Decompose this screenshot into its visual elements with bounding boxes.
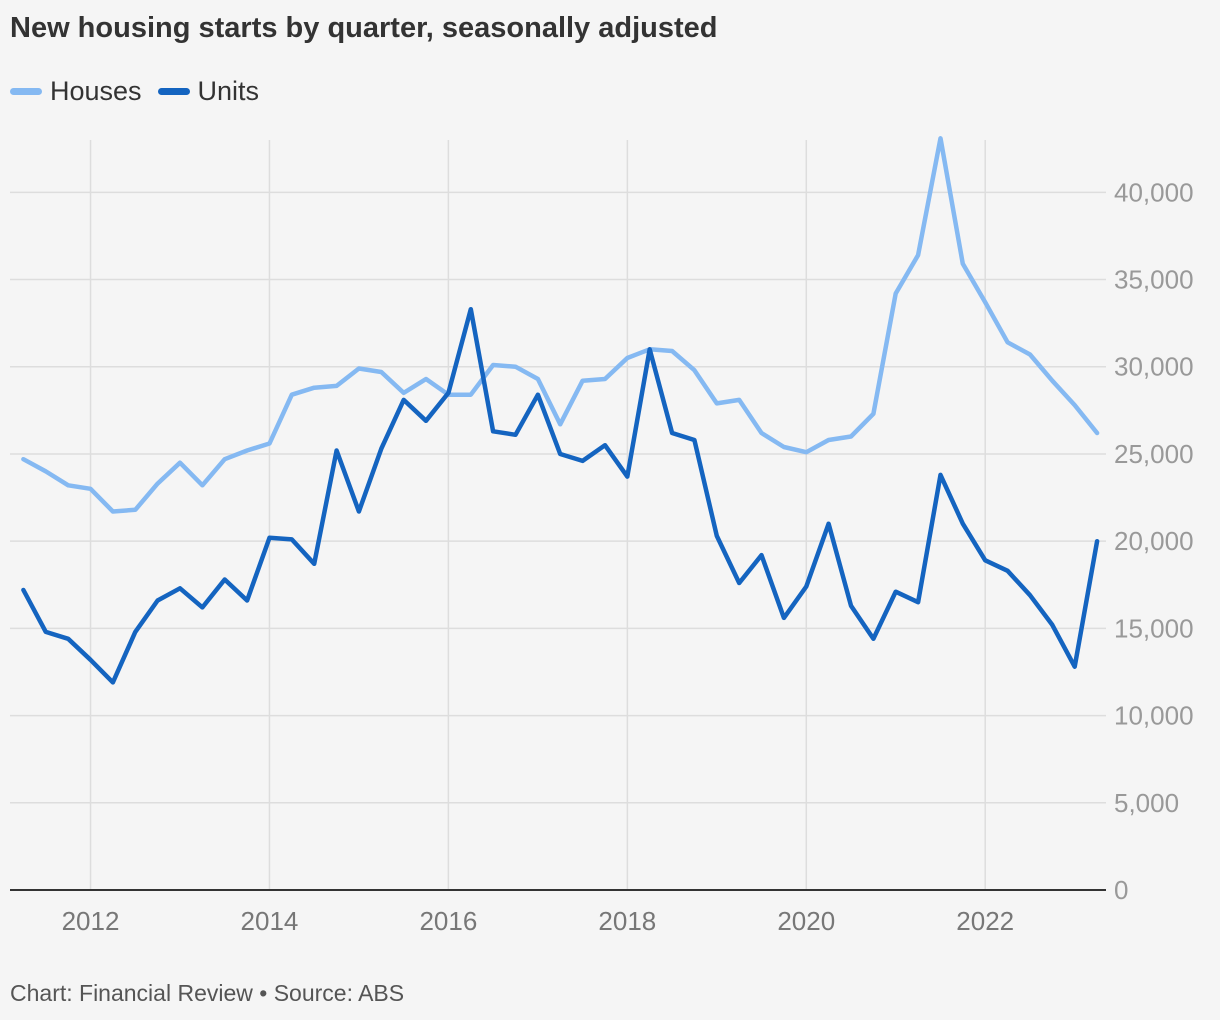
y-tick-label-10000: 10,000 <box>1114 701 1194 731</box>
y-tick-label-15000: 15,000 <box>1114 613 1194 643</box>
y-tick-label-20000: 20,000 <box>1114 526 1194 556</box>
x-tick-label-2016: 2016 <box>419 906 477 936</box>
legend-label-units: Units <box>197 76 260 106</box>
legend-item-units: Units <box>157 76 260 107</box>
legend-swatch-houses <box>10 88 42 95</box>
x-tick-label-2020: 2020 <box>777 906 835 936</box>
x-tick-label-2012: 2012 <box>62 906 120 936</box>
series-line-houses <box>21 136 1100 514</box>
y-tick-label-5000: 5,000 <box>1114 788 1179 818</box>
x-tick-label-2018: 2018 <box>598 906 656 936</box>
x-tick-label-2014: 2014 <box>241 906 299 936</box>
chart-source: Chart: Financial Review • Source: ABS <box>10 980 405 1006</box>
legend-label-houses: Houses <box>50 76 142 106</box>
y-tick-label-0: 0 <box>1114 875 1128 905</box>
legend: Houses Units <box>10 76 275 107</box>
legend-item-houses: Houses <box>10 76 142 107</box>
y-tick-label-30000: 30,000 <box>1114 352 1194 382</box>
series-line-units <box>21 306 1100 685</box>
y-tick-label-40000: 40,000 <box>1114 177 1194 207</box>
legend-swatch-units <box>157 88 190 95</box>
x-tick-label-2022: 2022 <box>956 906 1014 936</box>
chart-title: New housing starts by quarter, seasonall… <box>10 12 718 44</box>
y-tick-label-25000: 25,000 <box>1114 439 1194 469</box>
y-tick-label-35000: 35,000 <box>1114 265 1194 295</box>
